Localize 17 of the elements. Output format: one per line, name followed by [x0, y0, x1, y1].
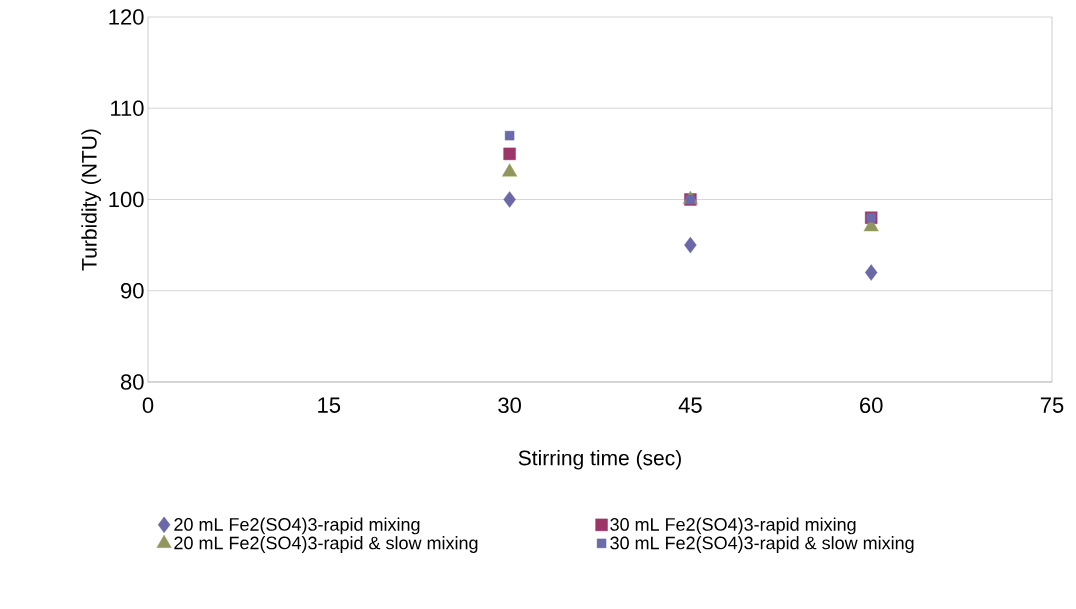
legend-label: 30 mL Fe2(SO4)3-rapid & slow mixing	[610, 536, 914, 553]
legend-label: 20 mL Fe2(SO4)3-rapid & slow mixing	[174, 536, 478, 553]
x-tick-label: 15	[318, 397, 341, 413]
y-tick-label: 100	[109, 191, 144, 208]
y-tick-label: 120	[109, 9, 144, 25]
y-axis-title: Turbidity (NTU)	[81, 129, 101, 271]
x-tick-label: 60	[860, 397, 883, 414]
legend-label: 30 mL Fe2(SO4)3-rapid mixing	[610, 517, 856, 535]
y-tick-label: 80	[120, 374, 144, 390]
y-tick-label: 90	[121, 282, 144, 299]
y-tick-label: 110	[111, 100, 144, 117]
x-axis-title: Stirring time (sec)	[518, 449, 681, 470]
x-tick-label: 30	[498, 397, 521, 414]
x-tick-label: 75	[1040, 397, 1064, 413]
x-tick-label: 45	[678, 397, 702, 413]
x-tick-label: 0	[142, 397, 154, 414]
legend-label: 20 mL Fe2(SO4)3-rapid mixing	[174, 517, 420, 535]
